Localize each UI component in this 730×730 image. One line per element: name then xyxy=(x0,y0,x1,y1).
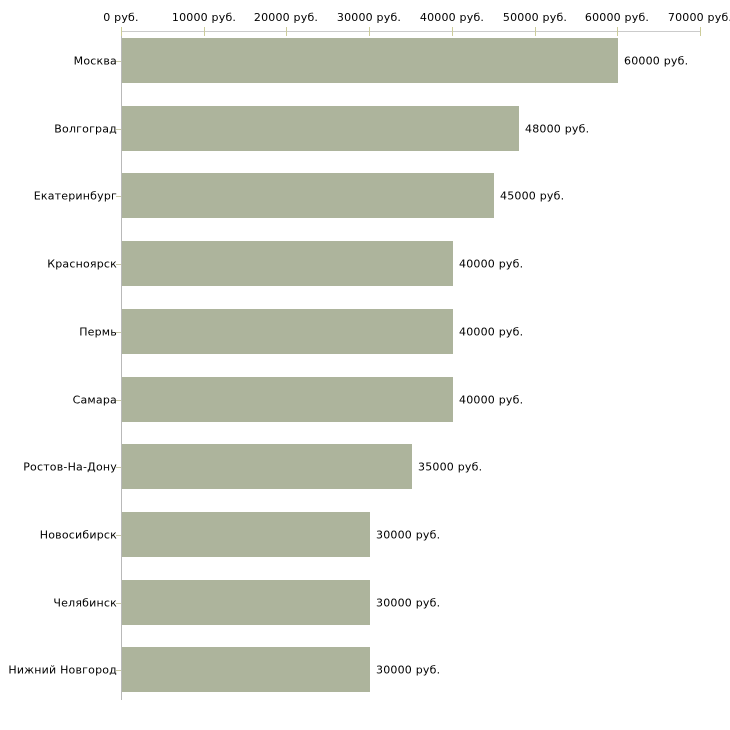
category-label: Нижний Новгород xyxy=(8,663,117,676)
bar xyxy=(122,512,370,557)
category-tick-mark xyxy=(116,466,121,468)
category-label: Москва xyxy=(73,54,117,67)
bar xyxy=(122,444,412,489)
y-axis-line xyxy=(121,31,122,700)
category-tick-mark xyxy=(116,534,121,536)
value-label: 30000 руб. xyxy=(376,528,441,541)
category-label: Самара xyxy=(72,393,117,406)
category-label: Екатеринбург xyxy=(33,189,117,202)
x-axis-tick-label: 40000 руб. xyxy=(419,11,485,24)
category-tick-mark xyxy=(116,60,121,62)
bar-row: Волгоград 48000 руб. xyxy=(0,106,730,151)
x-axis-tick-label: 20000 руб. xyxy=(253,11,319,24)
x-axis-tick-mark xyxy=(452,27,453,36)
bar-row: Нижний Новгород 30000 руб. xyxy=(0,647,730,692)
bar-row: Пермь 40000 руб. xyxy=(0,309,730,354)
x-axis-tick-mark xyxy=(369,27,370,36)
bar-row: Красноярск 40000 руб. xyxy=(0,241,730,286)
bar-row: Ростов-На-Дону 35000 руб. xyxy=(0,444,730,489)
x-axis-tick-label: 0 руб. xyxy=(103,11,139,24)
value-label: 45000 руб. xyxy=(500,189,565,202)
bar xyxy=(122,106,519,151)
category-label: Волгоград xyxy=(54,122,117,135)
bar xyxy=(122,309,453,354)
category-label: Ростов-На-Дону xyxy=(23,460,117,473)
bar xyxy=(122,580,370,625)
category-tick-mark xyxy=(116,399,121,401)
x-axis-tick-label: 70000 руб. xyxy=(667,11,730,24)
x-axis-tick-label: 30000 руб. xyxy=(336,11,402,24)
bar-row: Новосибирск 30000 руб. xyxy=(0,512,730,557)
value-label: 30000 руб. xyxy=(376,663,441,676)
value-label: 40000 руб. xyxy=(459,325,524,338)
x-axis-tick-mark xyxy=(121,27,122,36)
x-axis-line xyxy=(121,31,701,32)
category-tick-mark xyxy=(116,331,121,333)
bar xyxy=(122,38,618,83)
category-tick-mark xyxy=(116,195,121,197)
category-tick-mark xyxy=(116,263,121,265)
value-label: 35000 руб. xyxy=(418,460,483,473)
x-axis-tick-label: 10000 руб. xyxy=(171,11,237,24)
category-tick-mark xyxy=(116,602,121,604)
value-label: 40000 руб. xyxy=(459,257,524,270)
category-label: Новосибирск xyxy=(39,528,117,541)
bar xyxy=(122,647,370,692)
bar xyxy=(122,377,453,422)
category-label: Челябинск xyxy=(53,596,117,609)
value-label: 40000 руб. xyxy=(459,393,524,406)
x-axis-tick-mark xyxy=(286,27,287,36)
category-label: Красноярск xyxy=(47,257,117,270)
x-axis-tick-label: 60000 руб. xyxy=(584,11,650,24)
value-label: 60000 руб. xyxy=(624,54,689,67)
category-label: Пермь xyxy=(79,325,117,338)
bar-row: Екатеринбург 45000 руб. xyxy=(0,173,730,218)
value-label: 48000 руб. xyxy=(525,122,590,135)
bar-row: Самара 40000 руб. xyxy=(0,377,730,422)
category-tick-mark xyxy=(116,128,121,130)
bar-row: Челябинск 30000 руб. xyxy=(0,580,730,625)
x-axis-tick-label: 50000 руб. xyxy=(502,11,568,24)
x-axis-tick-mark xyxy=(617,27,618,36)
x-axis-tick-mark xyxy=(535,27,536,36)
value-label: 30000 руб. xyxy=(376,596,441,609)
x-axis-tick-mark xyxy=(204,27,205,36)
category-tick-mark xyxy=(116,669,121,671)
bar xyxy=(122,241,453,286)
bar-row: Москва 60000 руб. xyxy=(0,38,730,83)
x-axis-tick-mark xyxy=(700,27,701,36)
bar xyxy=(122,173,494,218)
